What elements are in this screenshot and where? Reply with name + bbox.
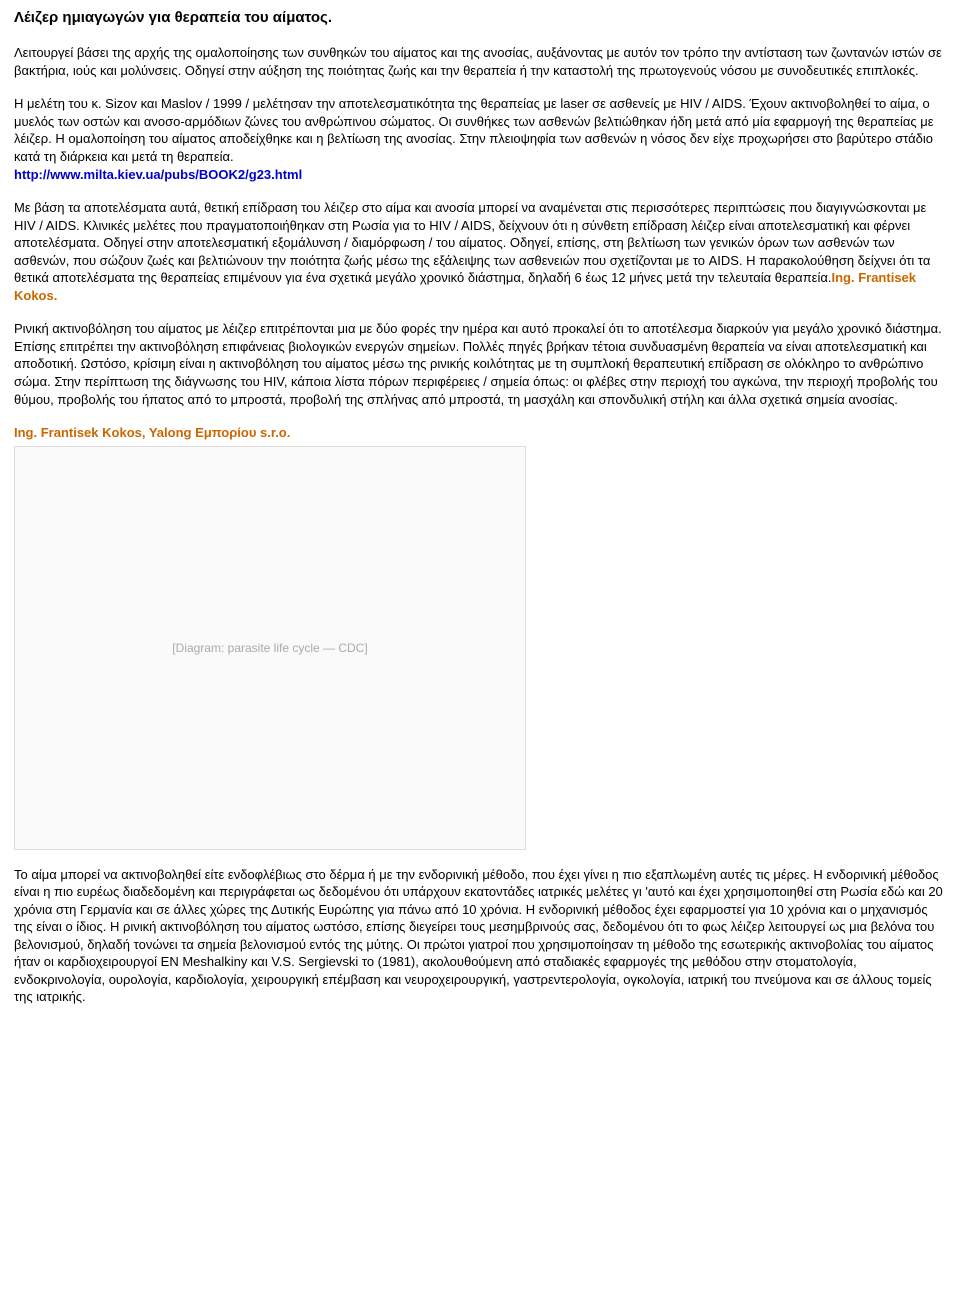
page-title: Λέιζερ ημιαγωγών για θεραπεία του αίματο… — [14, 8, 946, 28]
source-link[interactable]: http://www.milta.kiev.ua/pubs/BOOK2/g23.… — [14, 167, 302, 182]
paragraph-study-text: Η μελέτη του κ. Sizov και Maslov / 1999 … — [14, 96, 934, 164]
author-line: Ing. Frantisek Kokos, Yalong Εμπορίου s.… — [14, 424, 946, 442]
lifecycle-diagram: [Diagram: parasite life cycle — CDC] — [14, 446, 526, 850]
paragraph-results: Με βάση τα αποτελέσματα αυτά, θετική επί… — [14, 199, 946, 304]
paragraph-intro: Λειτουργεί βάσει της αρχής της ομαλοποίη… — [14, 44, 946, 79]
paragraph-results-text: Με βάση τα αποτελέσματα αυτά, θετική επί… — [14, 200, 930, 285]
paragraph-study: Η μελέτη του κ. Sizov και Maslov / 1999 … — [14, 95, 946, 183]
paragraph-method: Το αίμα μπορεί να ακτινοβοληθεί είτε ενδ… — [14, 866, 946, 1006]
paragraph-nasal: Ρινική ακτινοβόληση του αίματος με λέιζε… — [14, 320, 946, 408]
diagram-alt-text: [Diagram: parasite life cycle — CDC] — [172, 640, 367, 656]
